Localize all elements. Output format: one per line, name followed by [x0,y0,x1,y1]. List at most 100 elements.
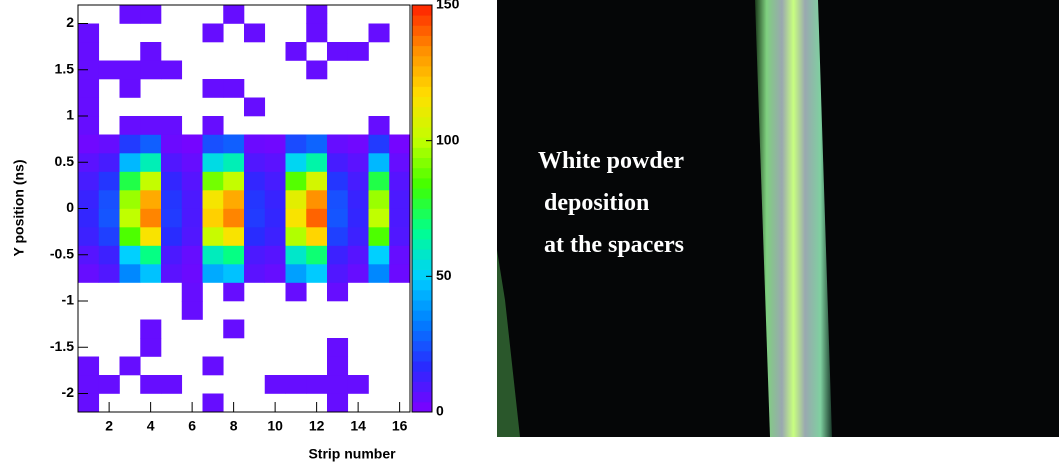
y-axis-label: Y position (ns) [11,160,27,257]
photo-edge-stripe [497,250,520,437]
heatmap-cell [327,356,349,376]
heatmap-cell [202,245,224,265]
heatmap-cell [327,134,349,154]
heatmap-cell [244,264,266,283]
colorbar-segment [412,177,432,189]
heatmap-cell [223,171,245,191]
y-tick-label: -1.5 [50,338,74,354]
heatmap-cell [306,171,328,191]
colorbar-segment [412,401,432,413]
colorbar-segment [412,55,432,67]
y-tick-label: -2 [62,384,75,400]
heatmap-cell [202,171,224,191]
heatmap-cell [223,5,245,24]
heatmap-cell [181,171,203,191]
heatmap-cell [161,171,183,191]
heatmap-cell [368,264,390,283]
heatmap-cell [140,245,162,265]
heatmap-cell [181,134,203,154]
heatmap-cell [140,42,162,61]
heatmap-cell [244,227,266,246]
colorbar-tick-label: 100 [436,131,460,147]
heatmap-cell [161,375,183,394]
heatmap-cell [327,153,349,172]
heatmap-cell [202,134,224,154]
heatmap-cell [244,190,266,209]
heatmap-cell [202,116,224,135]
heatmap-cell [306,227,328,246]
heatmap-cell [223,208,245,228]
heatmap-cell [327,208,349,228]
heatmap-cell [285,264,307,283]
heatmap-cell [161,116,183,135]
colorbar-segment [412,86,432,97]
colorbar-segment [412,330,432,342]
heatmap-cell [119,208,141,228]
heatmap-cell [78,23,100,43]
heatmap-cell [389,134,411,154]
colorbar-segment [412,5,432,16]
heatmap-cell [161,227,183,246]
colorbar-segment [412,15,432,26]
heatmap-cell [119,356,141,376]
heatmap-cell [78,264,100,283]
colorbar-segment [412,106,432,118]
heatmap-cell [119,60,141,80]
heatmap-cell [285,153,307,172]
heatmap-cell [202,153,224,172]
heatmap-cell [347,264,369,283]
heatmap-cell [181,153,203,172]
heatmap-cell [119,5,141,24]
heatmap-cell [78,60,100,80]
heatmap-cell [264,208,286,228]
heatmap-cell [181,190,203,209]
heatmap-cell [140,227,162,246]
heatmap-cell [285,282,307,302]
photo-text: White powder [538,148,684,174]
heatmap-cell [264,227,286,246]
heatmap-cell [368,208,390,228]
heatmap-cell [244,245,266,265]
heatmap-cell [389,190,411,209]
heatmap-cell [119,190,141,209]
heatmap-cell [181,264,203,283]
heatmap-cell [285,171,307,191]
heatmap-cell [78,79,100,98]
heatmap-cell [368,153,390,172]
colorbar-segment [412,289,432,301]
heatmap-cell [244,208,266,228]
heatmap-cell [119,227,141,246]
heatmap-cell [140,5,162,24]
heatmap-cell [119,171,141,191]
heatmap-cell [285,42,307,61]
heatmap-cell [78,171,100,191]
heatmap-cell [244,153,266,172]
heatmap-cell [202,264,224,283]
heatmap-cell [181,208,203,228]
heatmap-cell [161,134,183,154]
heatmap-cell [140,153,162,172]
heatmap-cell [98,171,120,191]
heatmap-cell [202,227,224,246]
colorbar-tick-label: 0 [436,403,444,419]
heatmap-cell [264,245,286,265]
photo-spacer [755,0,832,437]
heatmap-cell [244,134,266,154]
heatmap-cell [78,134,100,154]
colorbar-tick-label: 50 [436,267,452,283]
heatmap-cell [306,134,328,154]
heatmap-cell [347,190,369,209]
heatmap-cell [327,338,349,357]
colorbar-segment [412,391,432,403]
heatmap-cell [264,153,286,172]
colorbar-frame [411,4,433,413]
x-tick-label: 2 [105,418,113,434]
colorbar-segment [412,340,432,352]
heatmap-cell [140,264,162,283]
heatmap-cell [327,282,349,302]
heatmap-cell [285,227,307,246]
colorbar-segment [412,188,432,199]
heatmap-cell [161,153,183,172]
heatmap-cell [389,227,411,246]
